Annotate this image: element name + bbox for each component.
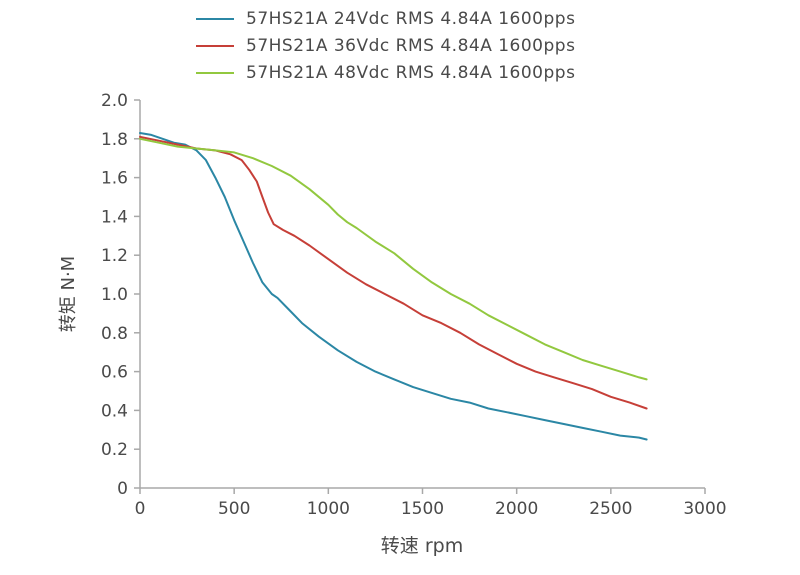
y-tick-label: 0.6 — [101, 363, 128, 383]
y-axis-title: 转矩 N·M — [58, 256, 79, 332]
series-lines — [139, 132, 648, 441]
legend-line-swatch — [196, 45, 234, 47]
x-tick-label: 1500 — [401, 499, 444, 519]
series-line-2 — [139, 135, 648, 410]
x-tick-label: 2500 — [589, 499, 632, 519]
legend-item-2: 57HS21A 36Vdc RMS 4.84A 1600pps — [196, 35, 575, 57]
y-tick-label: 1.6 — [101, 169, 128, 189]
series-line-1 — [139, 132, 648, 441]
legend-item-1: 57HS21A 24Vdc RMS 4.84A 1600pps — [196, 8, 575, 30]
y-tick-label: 0 — [117, 479, 128, 499]
x-tick-label: 3000 — [683, 499, 726, 519]
y-tick-label: 0.2 — [101, 440, 128, 460]
x-tick-label: 1000 — [307, 499, 350, 519]
y-tick-label: 1.4 — [101, 207, 128, 227]
y-tick-label: 1.8 — [101, 130, 128, 150]
legend-label: 57HS21A 48Vdc RMS 4.84A 1600pps — [246, 63, 576, 83]
axes: 0 500 1000 1500 2000 2500 3000 0 0.2 0.4 0.6 0.8 1.0… — [101, 91, 727, 519]
x-tick-label: 0 — [135, 499, 146, 519]
x-axis-title: 转速 rpm — [381, 535, 463, 557]
legend-item-3: 57HS21A 48Vdc RMS 4.84A 1600pps — [196, 62, 575, 84]
legend-label: 57HS21A 24Vdc RMS 4.84A 1600pps — [246, 9, 576, 29]
legend-label: 57HS21A 36Vdc RMS 4.84A 1600pps — [246, 36, 576, 56]
y-tick-label: 1.0 — [101, 285, 128, 305]
legend-line-swatch — [196, 72, 234, 74]
x-tick-label: 500 — [218, 499, 250, 519]
series-line-3 — [139, 137, 648, 381]
y-tick-label: 1.2 — [101, 246, 128, 266]
legend-line-swatch — [196, 18, 234, 20]
y-tick-label: 2.0 — [101, 91, 128, 111]
x-tick-label: 2000 — [495, 499, 538, 519]
y-tick-label: 0.4 — [101, 401, 128, 421]
y-tick-label: 0.8 — [101, 324, 128, 344]
chart-legend: 57HS21A 24Vdc RMS 4.84A 1600pps 57HS21A 3… — [196, 8, 575, 84]
